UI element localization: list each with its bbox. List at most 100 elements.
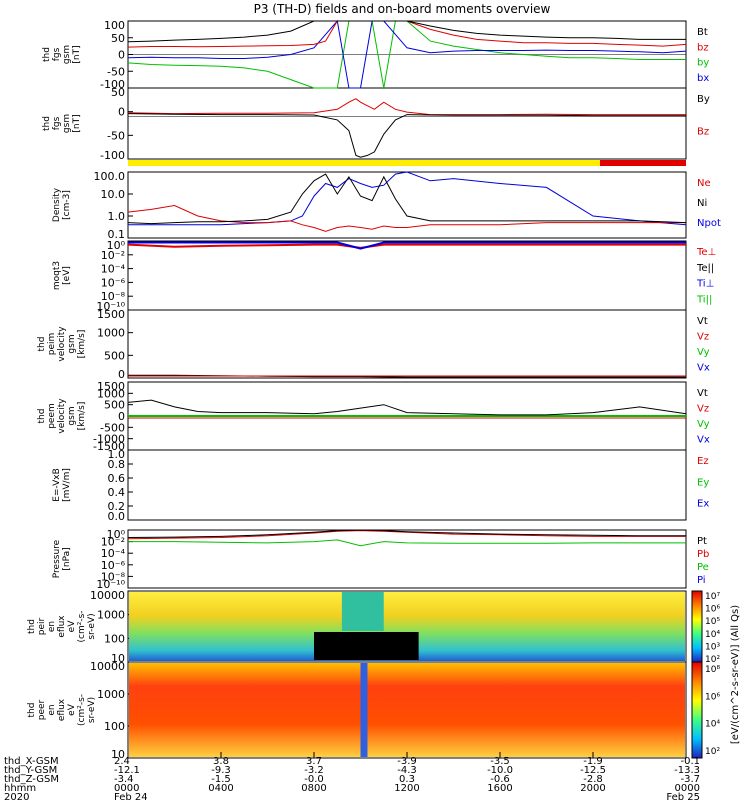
ion-colorbar-tick: 10⁴ bbox=[705, 630, 720, 640]
ion_spec-ytick-label: 10 bbox=[111, 652, 125, 665]
temp-frame bbox=[127, 240, 687, 311]
ele_spec-ytick-label: 100 bbox=[104, 720, 125, 733]
fgs_zoom-ytick-label: -100 bbox=[100, 149, 125, 162]
fgs-legend-2: by bbox=[697, 58, 709, 69]
xaxis-date: Feb 25 bbox=[666, 792, 700, 800]
pressure-pb-line bbox=[127, 530, 686, 540]
ivel-ylabel-line: peim bbox=[47, 333, 57, 356]
ivel-legend-1: Vz bbox=[697, 332, 709, 343]
electron-colorbar-tick: 10² bbox=[705, 747, 720, 757]
evel-ylabel-line: [km/s] bbox=[77, 402, 87, 431]
xaxis-z-gsm: -0.6 bbox=[490, 774, 510, 785]
density-ylabel-line: Density bbox=[52, 187, 62, 222]
density-ytick-label: 10.0 bbox=[101, 188, 126, 201]
fgs_zoom-ylabel-line: thd bbox=[42, 116, 52, 131]
pressure-legend-3: Pi bbox=[697, 575, 706, 586]
efield-ylabel: E=-VxB [mV/m] bbox=[52, 468, 72, 502]
fgs-zoom-bz-line bbox=[127, 98, 686, 116]
ion-colorbar bbox=[691, 590, 703, 663]
pressure-ylabel-line: [nPa] bbox=[62, 547, 72, 570]
evel-legend-3: Vx bbox=[697, 435, 710, 446]
ion-colorbar-tick: 10⁶ bbox=[705, 605, 720, 615]
ion_spec-ylabel-line: thd bbox=[27, 619, 37, 634]
temp-legend-1: Te|| bbox=[696, 263, 714, 274]
density-frame bbox=[127, 171, 687, 239]
temp-ylabel-line: moqt3 bbox=[52, 261, 62, 290]
fgs-ylabel-line: [nT] bbox=[72, 45, 82, 63]
electron-spectrogram bbox=[129, 663, 685, 757]
ion_spec-ylabel-line: eflux bbox=[57, 615, 67, 638]
xaxis-row-label: hhmm bbox=[4, 783, 36, 794]
mode-bar-slow bbox=[128, 160, 600, 166]
fgs-legend-1: bz bbox=[697, 42, 709, 53]
density-legend-1: Ni bbox=[697, 198, 707, 209]
xaxis-z-gsm: -1.5 bbox=[211, 774, 231, 785]
efield-frame bbox=[127, 449, 687, 521]
ion_spec-ylabel-line: eV bbox=[67, 620, 77, 633]
ivel-legend-3: Vx bbox=[697, 363, 710, 374]
xaxis-x-gsm: 3.7 bbox=[306, 756, 322, 767]
ivel-ylabel-line: gsm bbox=[67, 334, 77, 353]
xaxis-y-gsm: -12.1 bbox=[114, 765, 140, 776]
ion_spec-ylabel-line: sr-eV) bbox=[87, 613, 97, 639]
xaxis-hhmm: 0000 bbox=[114, 783, 139, 794]
density-ni-line bbox=[127, 173, 687, 225]
fgs_zoom-ytick-label: 0 bbox=[118, 106, 125, 119]
ivel-ylabel-line: [km/s] bbox=[77, 330, 87, 359]
ion_spec-ylabel-line: peir bbox=[37, 617, 47, 635]
electron-colorbar-tick: 10⁴ bbox=[705, 720, 720, 730]
fgs-legend-3: bx bbox=[697, 73, 709, 84]
ivel-ylabel: thd peim velocity gsm [km/s] bbox=[37, 326, 87, 362]
density-ytick-label: 1.0 bbox=[108, 210, 126, 223]
xaxis-hhmm: 0000 bbox=[675, 783, 700, 794]
ion-colorbar-tick: 10³ bbox=[705, 642, 720, 652]
xaxis-x-gsm: 3.8 bbox=[213, 756, 229, 767]
xaxis-y-gsm: -9.3 bbox=[211, 765, 231, 776]
temp-te-perp-line bbox=[127, 243, 686, 249]
xaxis-hhmm: 2000 bbox=[580, 783, 605, 794]
xaxis-hhmm: 1200 bbox=[394, 783, 419, 794]
xaxis-hhmm: 1600 bbox=[487, 783, 512, 794]
ion-colorbar-tick: 10⁵ bbox=[705, 617, 720, 627]
xaxis-z-gsm: 0.3 bbox=[399, 774, 415, 785]
ele_spec-ytick-label: 1000 bbox=[97, 688, 125, 701]
electron-spectrogram-gap bbox=[360, 663, 368, 757]
ele_spec-ylabel-line: eflux bbox=[57, 698, 67, 721]
evel-ytick-label: -1000 bbox=[93, 433, 125, 446]
evel-legend-0: Vt bbox=[697, 388, 708, 399]
xaxis-x-gsm: -0.1 bbox=[680, 756, 700, 767]
ion-spectrogram-band bbox=[341, 592, 384, 631]
fgs_zoom-ylabel-line: [nT] bbox=[72, 114, 82, 132]
pressure-ytick-label: 10⁻¹⁰ bbox=[96, 578, 125, 591]
ele_spec-ytick-label: 10 bbox=[111, 748, 125, 761]
xaxis-z-gsm: -0.0 bbox=[304, 774, 324, 785]
evel-ylabel-line: gsm bbox=[67, 406, 77, 425]
evel-ytick-label: -500 bbox=[100, 421, 125, 434]
ivel-ylabel-line: thd bbox=[37, 337, 47, 352]
efield-legend-2: Ex bbox=[697, 499, 709, 510]
figure-title: P3 (TH-D) fields and on-board moments ov… bbox=[254, 2, 551, 16]
ele_spec-ylabel: thd peer en eflux eV (cm²-s-sr-eV) bbox=[27, 694, 97, 726]
fgs-ytick-label: 100 bbox=[104, 19, 125, 32]
temp-ytick-label: 10⁰ bbox=[107, 239, 126, 252]
efield-legend-1: Ey bbox=[697, 477, 709, 488]
evel-ylabel-line: thd bbox=[37, 409, 47, 424]
fgs-ytick-label: -100 bbox=[100, 78, 125, 91]
efield-ytick-label: 0.8 bbox=[108, 458, 126, 471]
ivel-ytick-label: 1000 bbox=[97, 327, 125, 340]
ele_spec-ylabel-line: peer bbox=[37, 699, 47, 720]
temp-ytick-label: 10⁻¹⁰ bbox=[96, 300, 125, 313]
xaxis-x-gsm: 2.4 bbox=[114, 756, 130, 767]
ion-colorbar-tick: 10⁷ bbox=[705, 592, 720, 602]
xaxis-x-gsm: -3.5 bbox=[490, 756, 510, 767]
ivel-ytick-label: 0 bbox=[118, 368, 125, 381]
evel-ylabel-line: velocity bbox=[57, 398, 67, 434]
density-ylabel: Density [cm-3] bbox=[52, 187, 72, 222]
temp-ytick-label: 10⁻⁴ bbox=[101, 263, 126, 276]
evel-ytick-label: 500 bbox=[104, 399, 125, 412]
temp-ylabel: moqt3 [eV] bbox=[52, 261, 72, 290]
pressure-pe-line bbox=[128, 539, 686, 547]
ion_spec-ylabel-line: (cm²-s- bbox=[77, 610, 87, 642]
pressure-ylabel-line: Pressure bbox=[52, 539, 62, 578]
fgs-legend-0: Bt bbox=[697, 27, 708, 38]
